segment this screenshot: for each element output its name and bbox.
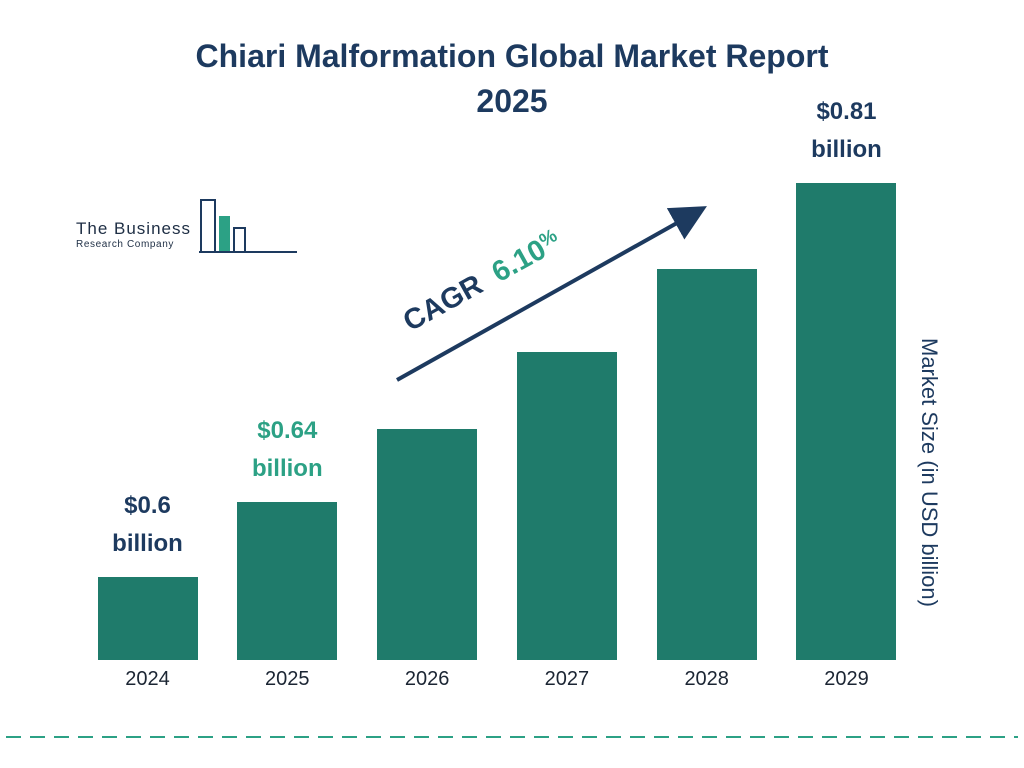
value-label-2025: $0.64 billion [252,412,323,488]
x-tick-2026: 2026 [404,668,450,690]
value-label-unit: billion [811,136,882,163]
bar-2024 [97,577,198,660]
bar-column-2029: $0.81 billion [777,93,916,660]
x-tick-2027: 2027 [544,668,590,690]
bar-column-2027 [497,352,636,660]
x-tick-2024: 2024 [125,668,170,690]
logo-company-name: The Business [76,219,191,238]
page-title-line1: Chiari Malformation Global Market Report [195,38,829,74]
logo-company-subname: Research Company [76,239,174,250]
logo-text: The Business Research Company [76,219,191,256]
x-axis-labels: 2024 2025 2026 2027 2028 2029 [78,668,916,691]
page-title-line2: 2025 [476,83,548,120]
x-tick-2029: 2029 [824,668,869,690]
logo: The Business Research Company [76,192,299,256]
value-label-amount: $0.64 [257,417,318,444]
value-label-amount: $0.81 [816,98,877,125]
value-label-amount: $0.6 [124,492,171,519]
x-tick-2028: 2028 [684,668,729,690]
bottom-dashed-divider [6,736,1018,738]
bar-2029 [796,183,897,660]
value-label-unit: billion [251,455,323,482]
page-title: Chiari Malformation Global Market Report… [0,34,1024,125]
value-label-unit: billion [112,530,183,557]
x-tick-2025: 2025 [265,668,310,690]
bar-2028 [656,269,757,660]
bar-chart-plot-area: $0.6 billion $0.64 billion $0.81 billion [78,98,916,660]
bar-column-2026 [358,429,497,660]
bar-column-2024: $0.6 billion [78,487,217,660]
cagr-trend-arrow [396,206,707,382]
value-label-2029: $0.81 billion [811,93,882,169]
bar-2027 [516,352,617,660]
value-label-2024: $0.6 billion [112,487,183,563]
bar-2025 [237,502,338,660]
y-axis-label: Market Size (in USD billion) [917,338,942,607]
bar-column-2025: $0.64 billion [218,412,357,660]
bar-2026 [377,429,478,660]
logo-bars-icon [199,199,297,253]
bar-column-2028 [637,269,776,660]
